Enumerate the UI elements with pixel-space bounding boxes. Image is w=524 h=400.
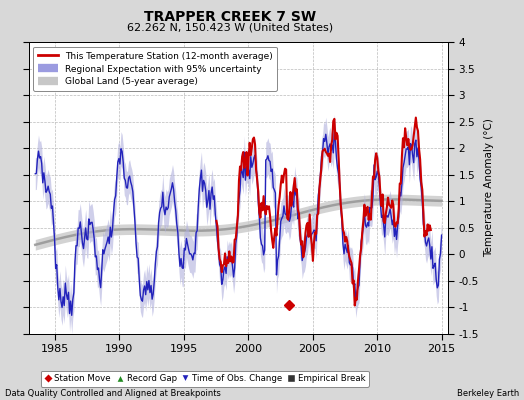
Text: Berkeley Earth: Berkeley Earth [456,389,519,398]
Text: Data Quality Controlled and Aligned at Breakpoints: Data Quality Controlled and Aligned at B… [5,389,221,398]
Y-axis label: Temperature Anomaly (°C): Temperature Anomaly (°C) [484,118,494,258]
Text: 62.262 N, 150.423 W (United States): 62.262 N, 150.423 W (United States) [127,22,334,32]
Legend: Station Move, Record Gap, Time of Obs. Change, Empirical Break: Station Move, Record Gap, Time of Obs. C… [41,371,369,387]
Text: TRAPPER CREEK 7 SW: TRAPPER CREEK 7 SW [145,10,316,24]
